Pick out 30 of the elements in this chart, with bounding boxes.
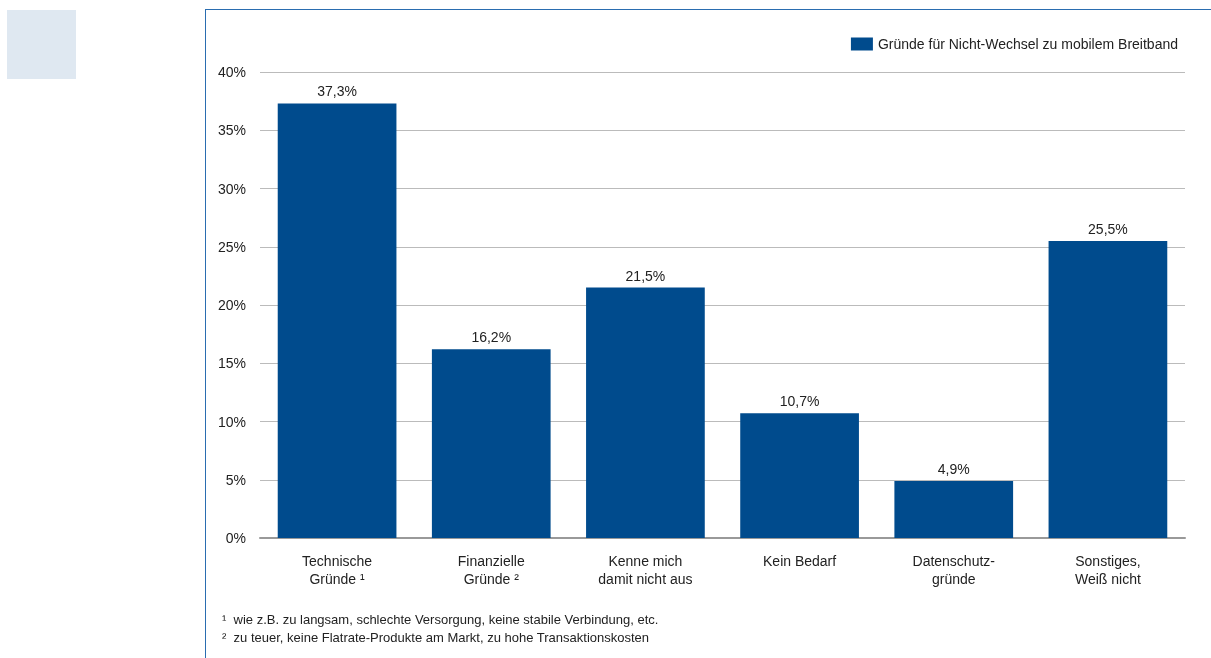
y-tick-label: 40% [217,64,246,80]
bar [740,413,859,538]
bar [277,103,397,538]
y-tick-label: 25% [217,238,246,255]
bar [1048,240,1168,538]
bar [431,349,551,538]
y-tick-label: 35% [217,122,246,139]
x-tick-label: Kein Bedarf [763,553,837,569]
y-tick-label: 0% [225,530,246,546]
x-tick-label: Finanzielle Gründe ² [457,553,525,587]
y-tick-label: 10% [217,413,246,430]
y-tick-label: 20% [217,297,246,313]
text: ¹ wie z.B. zu langsam, schlechte Versorgung, keine stabile Verbindung, etc. [222,612,659,627]
data-label: 16,2% [471,329,512,346]
data-label: 10,7% [779,393,820,410]
x-tick-label: Sonstiges, Weiß nicht [1074,553,1141,587]
y-tick-label: 30% [217,180,246,197]
legend-label: Gründe für Nicht-Wechsel zu mobilem Breitband [877,36,1178,52]
x-tick-label: Datenschutz- gründe [912,553,996,587]
bar [894,480,1014,538]
y-tick-label: 5% [225,471,246,488]
data-label: 21,5% [625,267,666,284]
data-label: 25,5% [1088,220,1128,237]
x-tick-label: Kenne mich damit nicht aus [598,553,693,587]
data-label: 4,9% [937,460,970,477]
x-tick-label: Technische Gründe ¹ [302,553,373,587]
y-tick-label: 15% [217,355,246,372]
data-label: 37,3% [317,83,357,100]
text: ² zu teuer, keine Flatrate-Produkte am Markt, zu hohe Transaktionskosten [222,630,650,645]
bar [586,287,705,538]
